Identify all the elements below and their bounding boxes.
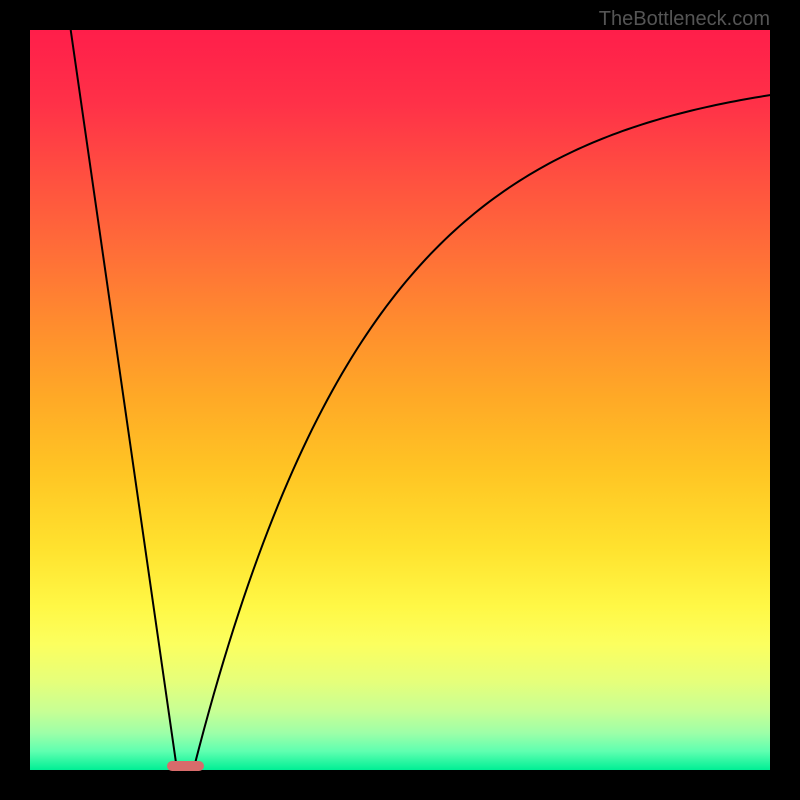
left-line	[71, 30, 177, 766]
curves-layer	[30, 30, 770, 770]
bottleneck-marker	[167, 761, 204, 771]
watermark-text: TheBottleneck.com	[599, 8, 770, 31]
chart-container: TheBottleneck.com	[0, 0, 800, 800]
right-curve	[194, 93, 770, 766]
chart-plot-area	[30, 30, 770, 770]
